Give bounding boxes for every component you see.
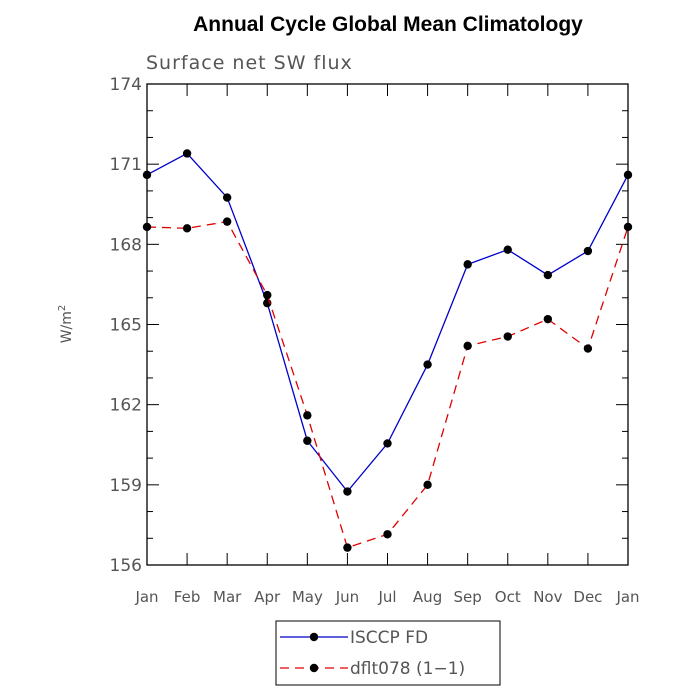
series-1-point [463,260,472,269]
y-tick-label: 174 [110,75,142,95]
x-tick-label: Dec [573,588,602,606]
series-layer [142,149,633,552]
x-tick-label: Sep [454,588,482,606]
chart-subtitle: Surface net SW flux [146,52,353,74]
series-2-point [263,290,272,300]
series-1-point [343,487,352,496]
x-tick-label: Aug [413,588,442,606]
series-1-point [182,149,192,158]
series-2-point [142,222,152,232]
plot-frame [146,83,629,566]
y-tick-label: 165 [110,316,142,336]
x-tick-label: Jan [615,588,639,606]
series-1-point [142,170,152,180]
series-1-point [383,439,392,448]
x-tick-label: May [292,588,323,606]
series-1-point [503,245,512,254]
series-1-point [623,170,633,180]
series-1-point [222,193,232,202]
x-tick-label: Nov [533,588,562,606]
y-axis-label-text: W/m [59,311,75,343]
series-2-point [222,217,232,226]
series-1-point [583,246,593,256]
legend: ISCCP FD dflt078 (1−1) [275,620,501,686]
series-2-point [623,222,633,232]
series-2-point [503,332,512,341]
y-axis-label-superscript: 2 [57,305,68,311]
series-2-point [343,543,352,552]
series-1-point [543,270,553,280]
series-1-point [303,436,312,445]
x-tick-label: Feb [174,588,201,606]
y-tick-label: 159 [110,476,142,496]
y-tick-label: 156 [110,556,142,576]
legend-label-1: ISCCP FD [350,628,428,648]
legend-marker-1 [309,632,319,642]
x-tick-label: Jan [134,588,158,606]
legend-label-2: dflt078 (1−1) [350,659,465,679]
series-2-point [303,411,312,420]
series-2-point [543,314,553,324]
y-axis-label: W/m2 [57,305,75,344]
y-tick-label: 171 [110,155,142,175]
legend-marker-2 [309,663,319,673]
x-tick-label: Apr [254,588,281,606]
chart-title: Annual Cycle Global Mean Climatology [193,13,583,36]
y-tick-label: 162 [110,396,142,416]
series-2-point [583,344,593,353]
legend-box [275,620,501,686]
x-tick-label: Jul [377,588,396,606]
series-1-point [423,360,432,369]
x-tick-label: Oct [495,588,521,606]
plot-axes: 156 159 162 165 168 171 174 Jan Feb Mar Apr May Jun J… [110,75,640,606]
x-tick-label: Jun [335,588,359,606]
series-2-point [383,530,392,539]
series-2-point [463,341,472,351]
x-tick-label: Mar [213,588,242,606]
series-2-point [182,224,192,233]
series-2-point [423,480,432,490]
y-tick-label: 168 [110,235,142,255]
